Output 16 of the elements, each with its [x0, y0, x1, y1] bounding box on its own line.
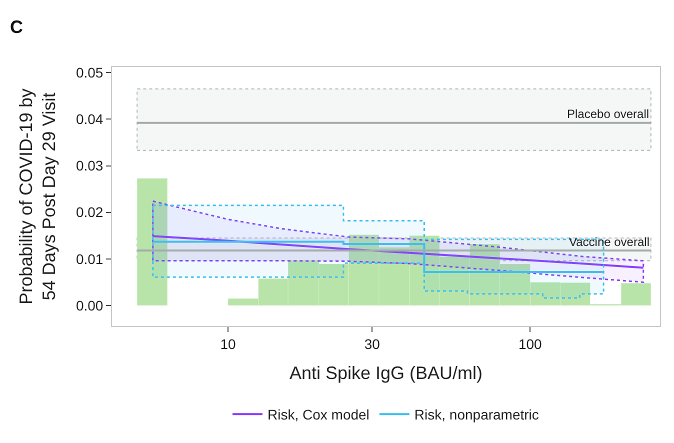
x-tick-label: 100: [518, 336, 542, 352]
legend-label: Risk, Cox model: [268, 406, 370, 423]
y-tick-label: 0.02: [76, 204, 104, 220]
y-tick-label: 0.03: [76, 158, 104, 174]
y-tick-label: 0.00: [76, 297, 104, 314]
y-tick-label: 0.01: [76, 250, 104, 267]
y-axis-title: Probability of COVID-19 by 54 Days Post Day 29 Visit: [16, 88, 60, 305]
x-tick-label: 30: [364, 336, 380, 352]
ref-line-label: Vaccine overall: [569, 235, 650, 249]
chart-title: C: [10, 17, 23, 37]
y-tick-label: 0.05: [76, 64, 104, 80]
y-tick-label: 0.04: [76, 111, 104, 128]
x-axis-title: Anti Spike IgG (BAU/ml): [289, 362, 483, 383]
x-tick-label: 10: [220, 336, 236, 352]
legend-label: Risk, nonparametric: [414, 406, 539, 423]
ref-line-label: Placebo overall: [567, 107, 650, 121]
